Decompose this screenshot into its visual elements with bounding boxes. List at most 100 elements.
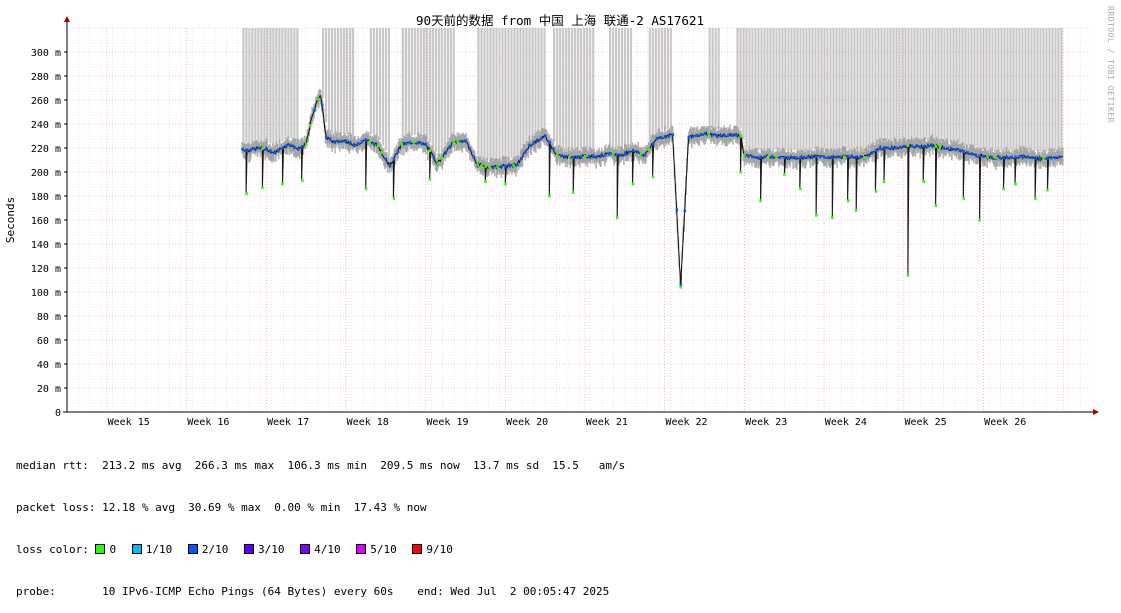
loss-band-stripe — [823, 28, 826, 150]
loss-marker — [440, 156, 444, 160]
loss-band-stripe — [877, 28, 880, 143]
loss-band-stripe — [263, 28, 266, 142]
drop-marker — [1014, 182, 1017, 186]
loss-band-stripe — [874, 28, 877, 145]
loss-marker — [599, 154, 603, 158]
loss-marker — [811, 155, 814, 159]
loss-marker — [990, 156, 993, 160]
loss-marker — [942, 146, 946, 150]
loss-band-stripe — [919, 28, 922, 140]
loss-band-stripe — [826, 28, 829, 150]
loss-band-stripe — [480, 28, 483, 159]
loss-color-item: 0 — [89, 543, 116, 556]
drop-marker — [1002, 187, 1005, 191]
loss-marker — [795, 156, 798, 160]
loss-band-stripe — [378, 28, 381, 141]
loss-marker — [683, 209, 687, 213]
y-tick-label: 120 m — [31, 264, 61, 275]
loss-marker — [548, 140, 551, 144]
loss-marker — [823, 155, 826, 159]
loss-band-stripe — [540, 28, 543, 132]
loss-band-stripe — [623, 28, 627, 147]
drop-marker — [392, 196, 396, 200]
loss-band-stripe — [1060, 28, 1063, 150]
y-tick-label: 20 m — [37, 384, 61, 395]
loss-band-stripe — [666, 28, 669, 129]
x-tick-label: Week 21 — [586, 417, 628, 428]
loss-band-stripe — [1039, 28, 1042, 152]
drop-marker — [548, 194, 551, 198]
loss-band-stripe — [284, 28, 287, 140]
loss-band-stripe — [477, 28, 480, 158]
loss-marker — [544, 134, 547, 138]
loss-marker — [938, 145, 942, 149]
loss-marker — [404, 142, 408, 146]
drop-marker — [615, 216, 619, 220]
x-tick-label: Week 24 — [825, 417, 867, 428]
loss-band-stripe — [422, 28, 425, 137]
loss-band-stripe — [343, 28, 346, 134]
loss-marker — [587, 154, 591, 158]
watermark: RRDTOOL / TOBI OETIKER — [1106, 6, 1115, 123]
drop-marker — [906, 273, 910, 277]
loss-marker — [536, 139, 539, 143]
loss-marker — [1050, 156, 1053, 160]
loss-marker — [954, 148, 958, 152]
loss-band-stripe — [519, 28, 522, 155]
loss-marker — [456, 140, 459, 144]
loss-marker — [564, 154, 567, 158]
x-tick-label: Week 22 — [665, 417, 707, 428]
loss-marker — [703, 132, 707, 136]
grid — [66, 27, 1091, 413]
loss-band-stripe — [739, 28, 742, 129]
loss-band-stripe — [1030, 28, 1033, 151]
loss-color-line: loss color: 0 1/10 2/10 3/10 4/10 5/10 9… — [16, 543, 625, 557]
loss-marker — [1058, 155, 1061, 159]
loss-band-stripe — [537, 28, 540, 134]
y-tick-label: 100 m — [31, 288, 61, 299]
loss-marker — [827, 155, 830, 159]
loss-marker — [1034, 156, 1037, 160]
loss-band-stripe — [708, 28, 711, 127]
loss-marker — [950, 147, 954, 151]
loss-band-stripe — [337, 28, 340, 135]
x-tick-label: Week 16 — [187, 417, 229, 428]
drop-marker — [364, 187, 368, 191]
loss-marker — [297, 147, 300, 151]
loss-marker — [779, 155, 782, 159]
y-tick-label: 80 m — [37, 312, 61, 323]
loss-band-stripe — [802, 28, 805, 151]
loss-band-stripe — [1054, 28, 1057, 151]
loss-band-stripe — [862, 28, 865, 151]
loss-marker — [699, 133, 703, 136]
drop-marker — [428, 177, 432, 181]
loss-marker — [492, 165, 495, 169]
loss-band-stripe — [419, 28, 422, 136]
loss-marker — [424, 142, 428, 146]
loss-marker — [926, 144, 930, 148]
x-tick-label: Week 18 — [347, 417, 389, 428]
loss-band-stripe — [1051, 28, 1054, 151]
drop-marker — [846, 199, 850, 203]
loss-band-stripe — [775, 28, 778, 150]
loss-band-stripe — [583, 28, 586, 150]
loss-band-stripe — [751, 28, 754, 150]
loss-band-stripe — [778, 28, 781, 150]
loss-band-stripe — [988, 28, 991, 150]
loss-marker — [257, 146, 260, 150]
loss-marker — [934, 144, 938, 148]
loss-marker — [1030, 156, 1033, 160]
loss-band-stripe — [592, 28, 595, 150]
loss-band-stripe — [907, 28, 910, 139]
loss-band-stripe — [973, 28, 976, 148]
loss-band-stripe — [865, 28, 868, 150]
loss-band-stripe — [434, 28, 437, 152]
loss-band-stripe — [958, 28, 961, 143]
loss-band-stripe — [841, 28, 844, 150]
loss-marker — [524, 150, 527, 154]
y-tick-label: 200 m — [31, 168, 61, 179]
loss-color-value: 2/10 — [201, 543, 229, 556]
loss-marker — [269, 149, 272, 153]
loss-marker — [484, 164, 487, 168]
loss-marker — [731, 133, 734, 137]
